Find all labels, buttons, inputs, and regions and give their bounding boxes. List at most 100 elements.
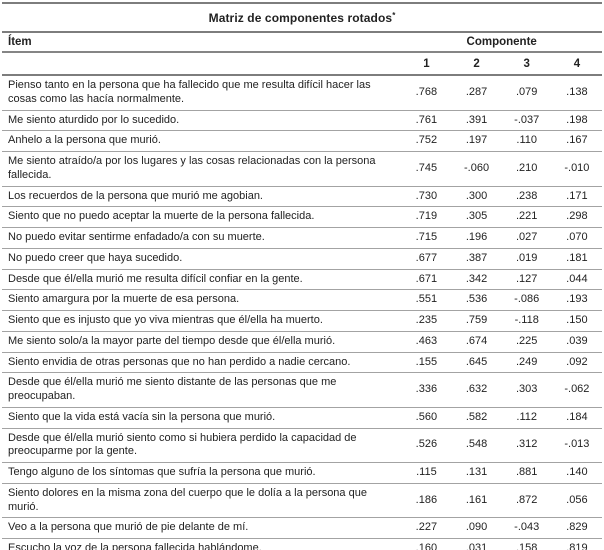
loading-value-component-4: .138 [551,75,602,111]
loading-value-component-3: .881 [501,462,552,484]
column-header-component-1: 1 [401,52,452,76]
loading-value-component-3: .112 [501,407,552,429]
table-row: Escucho la voz de la persona fallecida h… [2,538,602,550]
item-text: Siento que la vida está vacía sin la per… [2,407,402,429]
item-text: Los recuerdos de la persona que murió me… [2,186,402,208]
loading-value-component-3: .221 [501,206,552,228]
table-row: Siento que la vida está vacía sin la per… [2,407,602,429]
loading-value-component-3: .238 [501,186,552,208]
loading-value-component-3: -.086 [501,289,552,311]
loading-value-component-2: .387 [451,248,502,270]
table-row: Veo a la persona que murió de pie delant… [2,517,602,539]
loading-value-component-3: -.037 [501,110,552,132]
loading-value-component-4: .150 [551,310,602,332]
column-header-component-4: 4 [551,52,602,76]
column-header-item: Ítem [2,32,402,53]
loading-value-component-1: .671 [401,269,452,291]
loading-value-component-2: .300 [451,186,502,208]
loading-value-component-1: .526 [401,428,452,463]
loading-value-component-2: .287 [451,75,502,111]
item-text: Desde que él/ella murió me siento distan… [2,372,402,408]
loading-value-component-4: -.062 [551,372,602,408]
loading-value-component-2: .342 [451,269,502,291]
table-row: Los recuerdos de la persona que murió me… [2,186,602,208]
loading-value-component-1: .730 [401,186,452,208]
loading-value-component-4: .184 [551,407,602,429]
loading-value-component-2: .582 [451,407,502,429]
loading-value-component-1: .227 [401,517,452,539]
item-text: No puedo evitar sentirme enfadado/a con … [2,227,402,249]
item-text: Tengo alguno de los síntomas que sufría … [2,462,402,484]
loading-value-component-1: .768 [401,75,452,111]
loading-value-component-2: .632 [451,372,502,408]
loading-value-component-1: .186 [401,483,452,519]
table-row: Desde que él/ella murió me resulta difíc… [2,269,602,291]
loading-value-component-4: .092 [551,352,602,374]
table-row: No puedo creer que haya sucedido. .677 .… [2,248,602,270]
item-text: Desde que él/ella murió me resulta difíc… [2,269,402,291]
loading-value-component-3: .027 [501,227,552,249]
table-row: Pienso tanto en la persona que ha fallec… [2,75,602,111]
table-row: Siento que no puedo aceptar la muerte de… [2,206,602,228]
table-header: Matriz de componentes rotados* Ítem Comp… [2,2,602,76]
component-number-header-row: 1 2 3 4 [2,52,602,76]
table-row: Me siento aturdido por lo sucedido. .761… [2,110,602,132]
loading-value-component-3: .110 [501,130,552,152]
loading-value-component-4: -.013 [551,428,602,463]
loading-value-component-1: .155 [401,352,452,374]
loading-value-component-2: .305 [451,206,502,228]
table-title-text: Matriz de componentes rotados [208,11,393,25]
loading-value-component-3: .210 [501,151,552,187]
item-text: No puedo creer que haya sucedido. [2,248,402,270]
loading-value-component-2: .131 [451,462,502,484]
component-number-header-spacer [2,52,402,76]
loading-value-component-4: .044 [551,269,602,291]
loading-value-component-4: -.010 [551,151,602,187]
loading-value-component-1: .761 [401,110,452,132]
table-row: Tengo alguno de los síntomas que sufría … [2,462,602,484]
loading-value-component-4: .140 [551,462,602,484]
table-title-row: Matriz de componentes rotados* [2,2,602,33]
loading-value-component-3: -.043 [501,517,552,539]
loading-value-component-1: .752 [401,130,452,152]
table-title-footnote-marker: * [392,11,396,20]
loading-value-component-3: .079 [501,75,552,111]
table-row: Siento que es injusto que yo viva mientr… [2,310,602,332]
loading-value-component-2: .161 [451,483,502,519]
loading-value-component-1: .235 [401,310,452,332]
table-title: Matriz de componentes rotados* [2,2,602,33]
item-text: Pienso tanto en la persona que ha fallec… [2,75,402,111]
item-text: Me siento solo/a la mayor parte del tiem… [2,331,402,353]
loading-value-component-4: .167 [551,130,602,152]
loading-value-component-2: .031 [451,538,502,550]
table-body: Pienso tanto en la persona que ha fallec… [2,75,602,550]
item-text: Siento que es injusto que yo viva mientr… [2,310,402,332]
loading-value-component-4: .829 [551,517,602,539]
loading-value-component-1: .336 [401,372,452,408]
loading-value-component-2: .197 [451,130,502,152]
loading-value-component-1: .160 [401,538,452,550]
loading-value-component-2: .090 [451,517,502,539]
loading-value-component-1: .677 [401,248,452,270]
item-text: Siento dolores en la misma zona del cuer… [2,483,402,519]
item-text: Me siento aturdido por lo sucedido. [2,110,402,132]
table-row: Siento envidia de otras personas que no … [2,352,602,374]
loading-value-component-3: -.118 [501,310,552,332]
loading-value-component-3: .158 [501,538,552,550]
loading-value-component-1: .745 [401,151,452,187]
loading-value-component-4: .056 [551,483,602,519]
loading-value-component-3: .127 [501,269,552,291]
loading-value-component-2: .391 [451,110,502,132]
loading-value-component-4: .039 [551,331,602,353]
loading-value-component-4: .070 [551,227,602,249]
column-header-componente: Componente [401,32,602,53]
loading-value-component-2: .674 [451,331,502,353]
loading-value-component-1: .715 [401,227,452,249]
loading-value-component-1: .551 [401,289,452,311]
loading-value-component-4: .193 [551,289,602,311]
column-header-component-2: 2 [451,52,502,76]
item-text: Escucho la voz de la persona fallecida h… [2,538,402,550]
table-row: Me siento atraído/a por los lugares y la… [2,151,602,187]
loading-value-component-1: .560 [401,407,452,429]
loading-value-component-2: .536 [451,289,502,311]
